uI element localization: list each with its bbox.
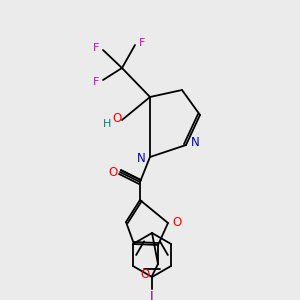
Text: F: F [93,43,99,53]
Text: I: I [150,290,154,300]
Text: O: O [108,166,118,178]
Text: O: O [140,268,150,281]
Text: F: F [93,77,99,87]
Text: H: H [103,119,111,129]
Text: N: N [190,136,200,149]
Text: O: O [172,217,182,230]
Text: N: N [136,152,146,166]
Text: O: O [112,112,122,124]
Text: F: F [139,38,145,48]
